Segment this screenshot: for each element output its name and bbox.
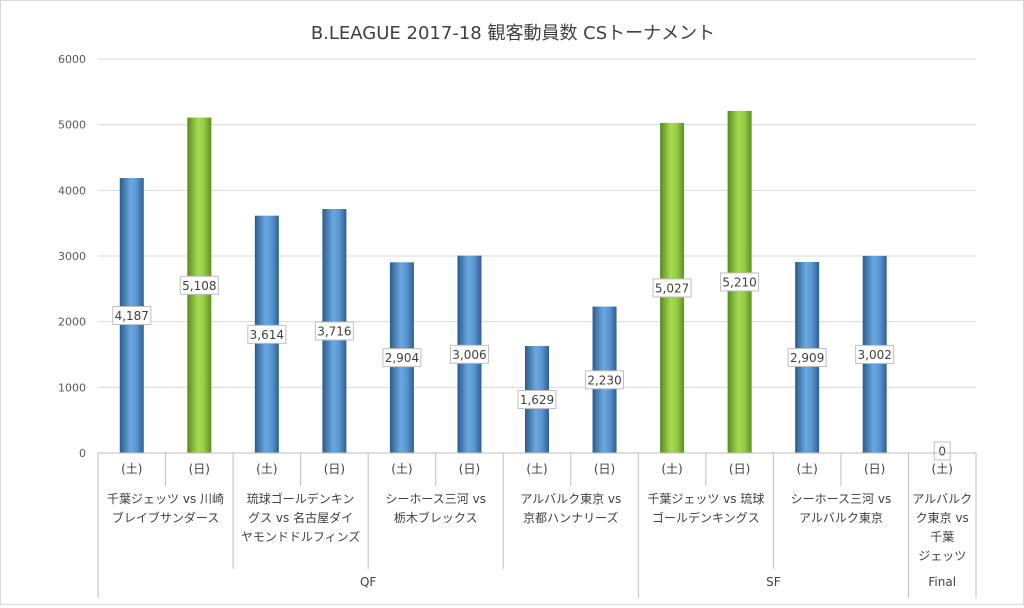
data-label-text: 4,187 xyxy=(115,309,149,323)
x-axis: (土) (日) (土) (日) (土) (日) (土) (日) (土) (日) (土) (日) (土) 千… xyxy=(98,453,976,598)
x-matchup-label: シーホース三河 vs アルバルク東京 xyxy=(791,492,892,525)
x-day-label: (土) xyxy=(121,462,142,476)
data-label: 3,006 xyxy=(450,345,488,363)
x-matchup-line: 千葉 xyxy=(930,530,954,544)
x-matchup-line: 京都ハンナリーズ xyxy=(523,510,618,525)
x-day-label: (土) xyxy=(256,462,277,476)
x-day-label: (土) xyxy=(932,462,953,476)
x-matchup-line: アルバルク東京 xyxy=(799,511,883,525)
x-matchup-label: 千葉ジェッツ vs 川崎ブレイブサンダース xyxy=(107,492,224,525)
x-matchup-label: シーホース三河 vs 栃木ブレックス xyxy=(385,492,486,525)
data-label: 5,108 xyxy=(180,276,218,294)
bars xyxy=(120,111,887,453)
chart-title: B.LEAGUE 2017-18 観客動員数 CSトーナメント xyxy=(311,23,715,44)
x-matchup-line: 千葉ジェッツ vs 川崎 xyxy=(107,492,224,506)
y-tick-label: 5000 xyxy=(58,119,86,132)
x-day-label: (日) xyxy=(324,462,345,476)
x-day-label: (土) xyxy=(661,462,682,476)
x-matchup-line: グス vs 名古屋ダイ xyxy=(248,510,353,525)
x-matchup-line: シーホース三河 vs xyxy=(791,492,892,506)
data-label-text: 3,614 xyxy=(250,328,284,342)
data-label-text: 5,210 xyxy=(722,275,756,289)
data-label: 3,614 xyxy=(248,325,286,343)
bar-chart: B.LEAGUE 2017-18 観客動員数 CSトーナメント 0 1000 200… xyxy=(1,1,1023,604)
y-tick-label: 6000 xyxy=(58,53,86,66)
x-matchup-label: 琉球ゴールデンキングス vs 名古屋ダイヤモンドドルフィンズ xyxy=(241,491,361,544)
data-label: 2,904 xyxy=(383,349,421,367)
x-day-label: (日) xyxy=(864,462,885,476)
y-axis: 0 1000 2000 3000 4000 5000 6000 xyxy=(58,53,86,460)
data-label: 3,716 xyxy=(315,322,353,340)
data-label-text: 2,909 xyxy=(790,351,824,365)
y-tick-label: 2000 xyxy=(58,316,86,329)
x-round-label: QF xyxy=(360,575,376,589)
x-matchup-label: 千葉ジェッツ vs 琉球ゴールデンキングス xyxy=(647,492,764,525)
y-tick-label: 0 xyxy=(79,447,86,460)
data-label: 0 xyxy=(934,442,950,460)
x-matchup-line: ブレイブサンダース xyxy=(112,510,219,525)
x-day-label: (日) xyxy=(729,462,750,476)
data-label: 2,909 xyxy=(788,348,826,366)
x-matchup-line: 栃木ブレックス xyxy=(394,510,478,525)
data-label: 2,230 xyxy=(586,371,624,389)
x-day-label: (日) xyxy=(189,462,210,476)
x-round-label: SF xyxy=(766,575,781,589)
data-label-text: 5,108 xyxy=(182,279,216,293)
data-label-text: 0 xyxy=(938,445,946,459)
data-label: 3,002 xyxy=(856,345,894,363)
chart-container: B.LEAGUE 2017-18 観客動員数 CSトーナメント 0 1000 200… xyxy=(0,0,1024,605)
x-day-label: (土) xyxy=(796,462,817,476)
y-tick-label: 4000 xyxy=(58,184,86,197)
data-label-text: 3,716 xyxy=(317,324,351,338)
data-label-text: 3,006 xyxy=(452,348,486,362)
x-matchup-line: ヤモンドドルフィンズ xyxy=(241,529,361,544)
x-day-label: (土) xyxy=(526,462,547,476)
y-tick-label: 3000 xyxy=(58,250,86,263)
data-label-text: 2,230 xyxy=(587,373,621,387)
data-label: 5,027 xyxy=(653,279,691,297)
x-matchup-label: アルバルクク東京 vs 千葉ジェッツ xyxy=(912,492,972,563)
x-matchup-line: アルバルク xyxy=(912,492,972,506)
data-label-text: 1,629 xyxy=(520,393,554,407)
x-matchup-line: ゴールデンキングス xyxy=(652,510,760,525)
data-label: 4,187 xyxy=(113,307,151,325)
x-matchup-line: アルバルク東京 vs xyxy=(520,492,621,506)
x-day-label: (土) xyxy=(391,462,412,476)
x-day-label: (日) xyxy=(594,462,615,476)
x-matchup-label: アルバルク東京 vs 京都ハンナリーズ xyxy=(520,492,621,525)
x-matchup-line: シーホース三河 vs xyxy=(385,492,486,506)
x-day-label: (日) xyxy=(459,462,480,476)
data-label-text: 5,027 xyxy=(655,281,689,295)
x-matchup-line: ジェッツ xyxy=(918,549,966,563)
y-tick-label: 1000 xyxy=(58,381,86,394)
data-label: 1,629 xyxy=(518,391,556,409)
x-matchup-line: 千葉ジェッツ vs 琉球 xyxy=(647,492,764,506)
data-label-text: 2,904 xyxy=(385,351,419,365)
x-matchup-line: 琉球ゴールデンキン xyxy=(247,491,355,506)
data-label-text: 3,002 xyxy=(858,348,892,362)
x-round-label: Final xyxy=(928,575,956,589)
data-label: 5,210 xyxy=(721,273,759,291)
x-matchup-line: ク東京 vs xyxy=(916,511,969,525)
